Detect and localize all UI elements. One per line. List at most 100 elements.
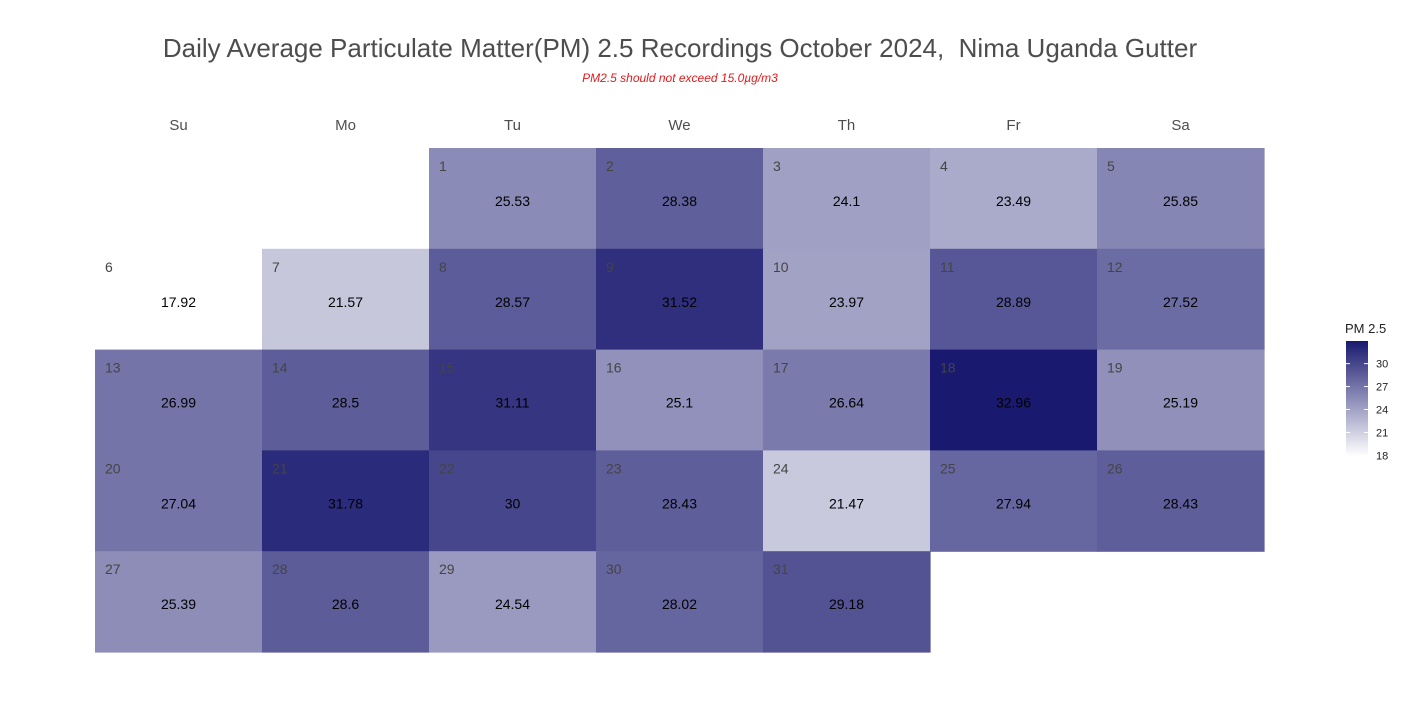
day-value-label: 31.52: [662, 294, 697, 310]
day-value-label: 28.6: [332, 596, 359, 612]
day-cell-9: 931.52: [596, 248, 764, 351]
day-cell-fill: [596, 148, 764, 250]
day-number: 12: [1107, 259, 1123, 275]
day-number: 20: [105, 460, 121, 476]
day-number: 28: [272, 561, 288, 577]
day-number: 19: [1107, 360, 1123, 376]
day-cell-fill: [596, 349, 764, 451]
day-value-label: 28.38: [662, 193, 697, 209]
day-cell-fill: [763, 248, 931, 351]
day-cell-27: 27 25.39: [95, 551, 263, 653]
day-value-label: 31.78: [328, 495, 363, 511]
day-value-label: 31.11: [496, 395, 530, 411]
day-number: 7: [272, 259, 280, 275]
day-cell-fill: [262, 349, 430, 451]
day-value-label: 25.19: [1163, 395, 1198, 411]
day-cell-31: 31 29.18: [763, 551, 931, 653]
day-number: 2: [606, 158, 614, 174]
day-cell-18: 18 32.96: [930, 349, 1098, 451]
day-cell-fill: [763, 349, 931, 451]
chart-subtitle: PM2.5 should not exceed 15.0µg/m3: [582, 71, 778, 85]
day-cell-1: 125.53: [429, 148, 597, 250]
day-value-label: 28.5: [332, 395, 359, 411]
day-number: 18: [940, 360, 956, 376]
day-number: 26: [1107, 460, 1123, 476]
day-value-label: 25.39: [161, 596, 196, 612]
day-value-label: 21.57: [328, 294, 363, 310]
color-legend: PM 2.5 18 21 24 27 30: [1345, 321, 1388, 462]
weekday-header: Su Mo Tu We Th Fr Sa: [169, 117, 1190, 134]
legend-tick-label: 18: [1376, 450, 1388, 462]
day-cell-fill: [763, 450, 931, 552]
weekday-label-we: We: [668, 117, 690, 134]
day-number: 29: [439, 561, 455, 577]
day-cell-30: 30 28.02: [596, 551, 764, 653]
weekday-label-fr: Fr: [1006, 117, 1020, 134]
day-value-label: 25.1: [666, 395, 693, 411]
day-cell-8: 828.57: [429, 248, 597, 351]
day-cell-29: 29 24.54: [429, 551, 597, 653]
legend-tick-label: 27: [1376, 382, 1388, 394]
day-cell-fill: [596, 551, 764, 653]
day-number: 3: [773, 158, 781, 174]
day-value-label: 28.57: [495, 294, 530, 310]
day-value-label: 28.43: [662, 495, 697, 511]
weekday-label-sa: Sa: [1171, 117, 1190, 134]
day-cell-fill: [930, 450, 1098, 552]
day-cell-28: 28 28.6: [262, 551, 430, 653]
day-number: 16: [606, 360, 622, 376]
day-cell-3: 324.1: [763, 148, 931, 250]
day-value-label: 25.85: [1163, 193, 1198, 209]
day-cell-6: 617.92: [95, 248, 263, 351]
day-cell-15: 15 31.11: [429, 349, 597, 451]
day-value-label: 26.64: [829, 395, 864, 411]
day-cell-fill: [262, 248, 430, 351]
day-number: 21: [272, 460, 288, 476]
day-number: 8: [439, 259, 447, 275]
day-cell-fill: [930, 248, 1098, 351]
day-cell-fill: [262, 551, 430, 653]
legend-tick-label: 21: [1376, 427, 1388, 439]
day-cell-17: 17 26.64: [763, 349, 931, 451]
day-cell-19: 19 25.19: [1097, 349, 1265, 451]
day-cell-fill: [930, 148, 1098, 250]
day-number: 6: [105, 259, 113, 275]
day-value-label: 26.99: [161, 395, 196, 411]
day-cell-16: 16 25.1: [596, 349, 764, 451]
day-cell-fill: [1097, 349, 1265, 451]
day-number: 24: [773, 460, 789, 476]
day-cell-10: 10 23.97: [763, 248, 931, 351]
day-value-label: 27.94: [996, 495, 1031, 511]
day-cell-20: 20 27.04: [95, 450, 263, 552]
day-cell-11: 11 28.89: [930, 248, 1098, 351]
day-number: 14: [272, 360, 288, 376]
day-cell-fill: [95, 450, 263, 552]
day-value-label: 25.53: [495, 193, 530, 209]
weekday-label-mo: Mo: [335, 117, 356, 134]
day-cell-fill: [95, 248, 263, 351]
day-cell-14: 14 28.5: [262, 349, 430, 451]
day-cell-fill: [596, 248, 764, 351]
day-cell-23: 23 28.43: [596, 450, 764, 552]
weekday-label-tu: Tu: [504, 117, 521, 134]
day-number: 10: [773, 259, 789, 275]
day-number: 5: [1107, 158, 1115, 174]
day-number: 31: [773, 561, 789, 577]
day-number: 9: [606, 259, 614, 275]
day-value-label: 28.43: [1163, 495, 1198, 511]
day-value-label: 23.49: [996, 193, 1031, 209]
day-cell-fill: [429, 450, 597, 552]
day-value-label: 23.97: [829, 294, 864, 310]
day-cell-2: 228.38: [596, 148, 764, 250]
day-cell-fill: [763, 148, 931, 250]
calendar-grid: 125.53228.38324.1423.49525.85617.92721.5…: [95, 148, 1265, 653]
weekday-label-th: Th: [838, 117, 856, 134]
day-cell-fill: [930, 349, 1098, 451]
day-number: 30: [606, 561, 622, 577]
day-value-label: 28.89: [996, 294, 1031, 310]
day-cell-4: 423.49: [930, 148, 1098, 250]
day-value-label: 30: [505, 495, 521, 511]
day-cell-13: 13 26.99: [95, 349, 263, 451]
day-cell-fill: [95, 551, 263, 653]
